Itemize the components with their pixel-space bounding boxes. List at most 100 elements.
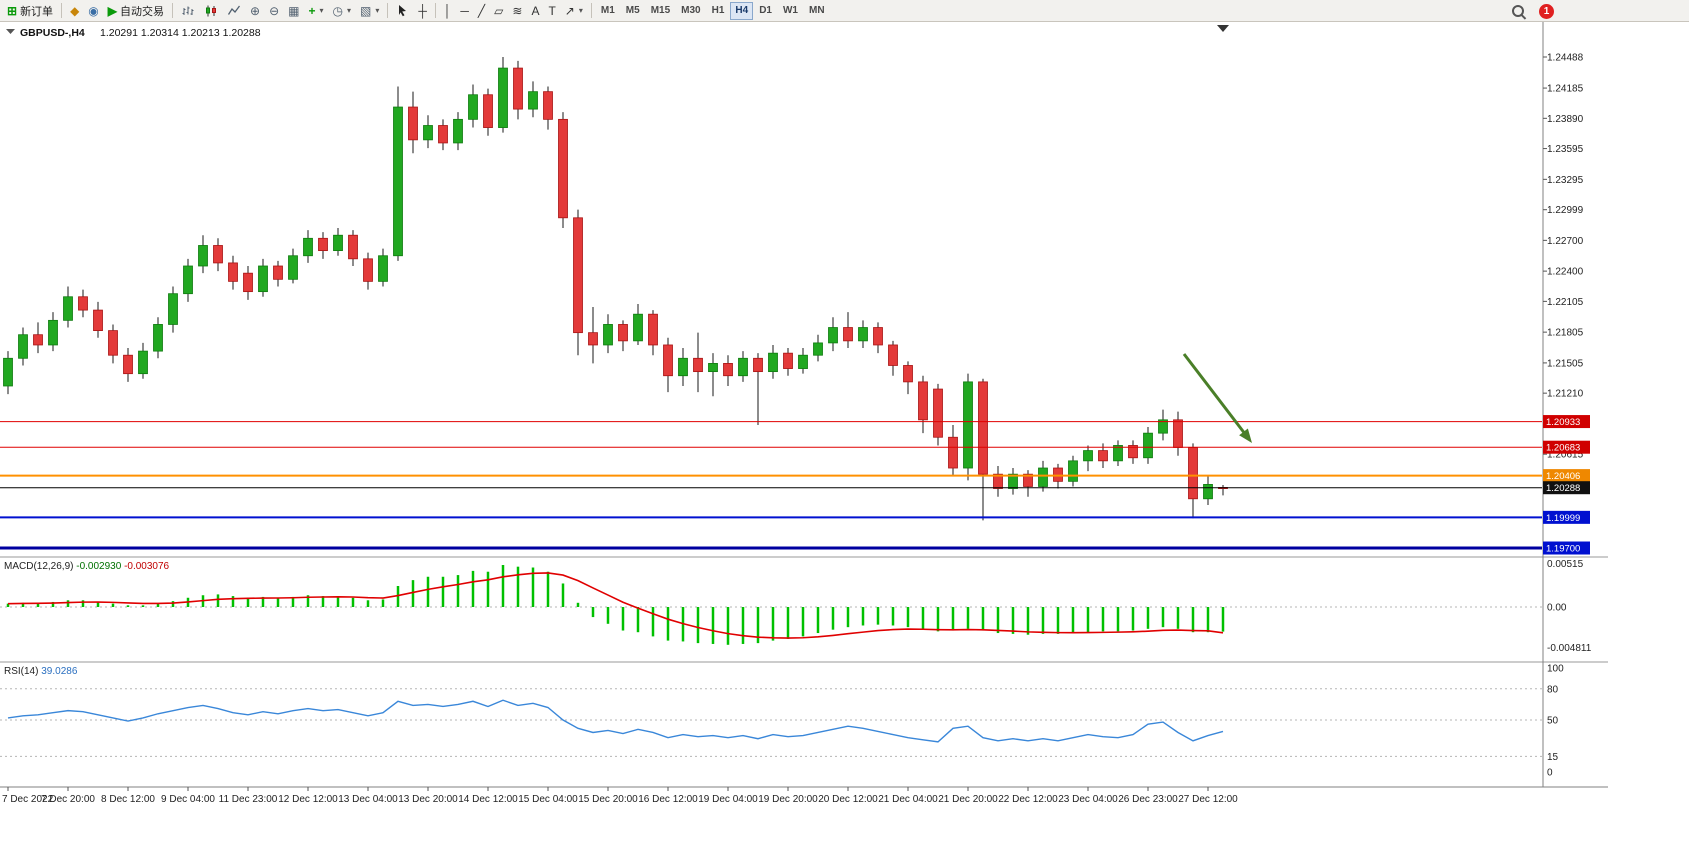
macd-signal-line	[7, 572, 1224, 639]
new-order-button[interactable]: ⊞ 新订单	[3, 1, 57, 20]
candle-body	[498, 67, 508, 128]
candle-body	[63, 296, 73, 321]
label-tool-button[interactable]: T	[544, 1, 559, 20]
cursor-tool-button[interactable]	[392, 1, 413, 20]
horizontal-lines[interactable]	[0, 421, 1542, 550]
price-line-badge	[1543, 510, 1590, 524]
candle-body	[303, 237, 313, 257]
candle-body	[123, 354, 133, 375]
candle-body	[978, 381, 988, 475]
candle-body	[993, 473, 1003, 489]
time-axis-label: 26 Dec 23:00	[1118, 794, 1178, 805]
chart-menu-icon[interactable]	[6, 29, 15, 34]
vertical-line-tool-button[interactable]: │	[440, 1, 456, 20]
fibonacci-tool-button[interactable]: ≋	[508, 1, 526, 20]
candle-body	[198, 245, 208, 267]
templates-button[interactable]: ▧ ▾	[356, 1, 383, 20]
timeframe-h1-button[interactable]: H1	[707, 2, 730, 20]
candle-body	[273, 265, 283, 280]
price-axis-label: 1.22400	[1547, 267, 1584, 278]
price-line-badge-label: 1.20933	[1546, 417, 1580, 428]
candle-body	[348, 234, 358, 260]
candle-body	[723, 363, 733, 377]
price-line-badge	[1543, 415, 1590, 429]
candle-body	[558, 118, 568, 219]
timeframe-m30-button[interactable]: M30	[676, 2, 705, 20]
bar-chart-button[interactable]	[177, 1, 199, 20]
autotrade-button[interactable]: ▶ 自动交易	[104, 1, 168, 20]
candle-body	[333, 234, 343, 252]
candle-body	[1083, 450, 1093, 462]
chart-header-ohlc: 1.20291 1.20314 1.20213 1.20288	[100, 27, 261, 39]
text-tool-button[interactable]: A	[527, 1, 543, 20]
candlestick-chart-button[interactable]	[200, 1, 222, 20]
candle-body	[1188, 447, 1198, 500]
candle-body	[138, 350, 148, 375]
candle-body	[33, 334, 43, 346]
time-axis-label: 23 Dec 04:00	[1058, 794, 1118, 805]
trendline-tool-button[interactable]: ╱	[474, 1, 489, 20]
periods-button[interactable]: ◷ ▾	[329, 1, 356, 20]
candlesticks	[3, 57, 1228, 521]
price-line-badge-label: 1.19999	[1546, 513, 1580, 524]
indicators-button[interactable]: + ▾	[304, 1, 327, 20]
chart-canvas[interactable]: GBPUSD-,H4 1.20291 1.20314 1.20213 1.2028…	[0, 22, 1608, 812]
candle-body	[468, 94, 478, 120]
timeframe-h4-button[interactable]: H4	[730, 1, 754, 20]
candle-body	[738, 357, 748, 377]
line-chart-button[interactable]	[223, 1, 245, 20]
candle-body	[378, 255, 388, 282]
notifications-badge[interactable]: 1	[1539, 4, 1554, 19]
candle-body	[213, 245, 223, 264]
tile-windows-button[interactable]: ▦	[284, 1, 303, 20]
terminal-button[interactable]: ◉	[84, 1, 102, 20]
price-line-badge-label: 1.19700	[1546, 544, 1580, 555]
zoom-out-button[interactable]: ⊖	[265, 1, 283, 20]
panel-borders	[0, 22, 1608, 788]
horizontal-line-tool-button[interactable]: ─	[456, 1, 473, 20]
new-order-label: 新订单	[20, 5, 54, 18]
candle-body	[228, 262, 238, 282]
candle-body	[1008, 473, 1018, 489]
candle-body	[888, 344, 898, 366]
arrows-tool-button[interactable]: ↗ ▾	[561, 1, 587, 20]
price-axis-label: 1.21210	[1547, 389, 1584, 400]
price-axis-label: 1.23295	[1547, 175, 1584, 186]
chart-bg[interactable]	[0, 22, 1608, 812]
candle-body	[933, 388, 943, 438]
timeframe-d1-button[interactable]: D1	[754, 2, 777, 20]
zoom-in-button[interactable]: ⊕	[246, 1, 264, 20]
price-line-badge	[1543, 469, 1590, 483]
channel-tool-button[interactable]: ▱	[490, 1, 507, 20]
candle-body	[423, 125, 433, 141]
timeframe-m5-button[interactable]: M5	[621, 2, 645, 20]
candle-body	[153, 324, 163, 352]
timeframe-m1-button[interactable]: M1	[596, 2, 620, 20]
chart-header: GBPUSD-,H4 1.20291 1.20314 1.20213 1.2028…	[6, 27, 261, 39]
search-icon[interactable]	[1511, 4, 1526, 19]
candle-body	[243, 272, 253, 293]
clock-icon: ◷	[332, 3, 343, 18]
terminal-icon: ◉	[88, 3, 99, 18]
vertical-line-icon: │	[443, 3, 452, 18]
timeframe-w1-button[interactable]: W1	[778, 2, 803, 20]
chart-area[interactable]: GBPUSD-,H4 1.20291 1.20314 1.20213 1.2028…	[0, 22, 1608, 812]
toolbar-separator	[590, 3, 592, 18]
candle-body	[408, 106, 418, 141]
candle-body	[813, 342, 823, 356]
rsi-axis-label: 100	[1547, 664, 1564, 675]
fibonacci-icon: ≋	[512, 3, 523, 18]
timeframe-m15-button[interactable]: M15	[646, 2, 675, 20]
candle-body	[963, 381, 973, 469]
candle-body	[1023, 473, 1033, 487]
timeframe-mn-button[interactable]: MN	[804, 2, 830, 20]
time-axis-label: 21 Dec 20:00	[938, 794, 998, 805]
crosshair-tool-button[interactable]: ┼	[414, 1, 431, 20]
toolbar-separator	[61, 3, 63, 18]
market-watch-button[interactable]: ◆	[66, 1, 83, 20]
trend-arrow[interactable]	[1182, 353, 1252, 443]
toolbar: ⊞ 新订单 ◆ ◉ ▶ 自动交易 ⊕ ⊖ ▦	[0, 0, 1689, 22]
candle-body	[48, 319, 58, 346]
market-watch-icon: ◆	[70, 3, 80, 18]
